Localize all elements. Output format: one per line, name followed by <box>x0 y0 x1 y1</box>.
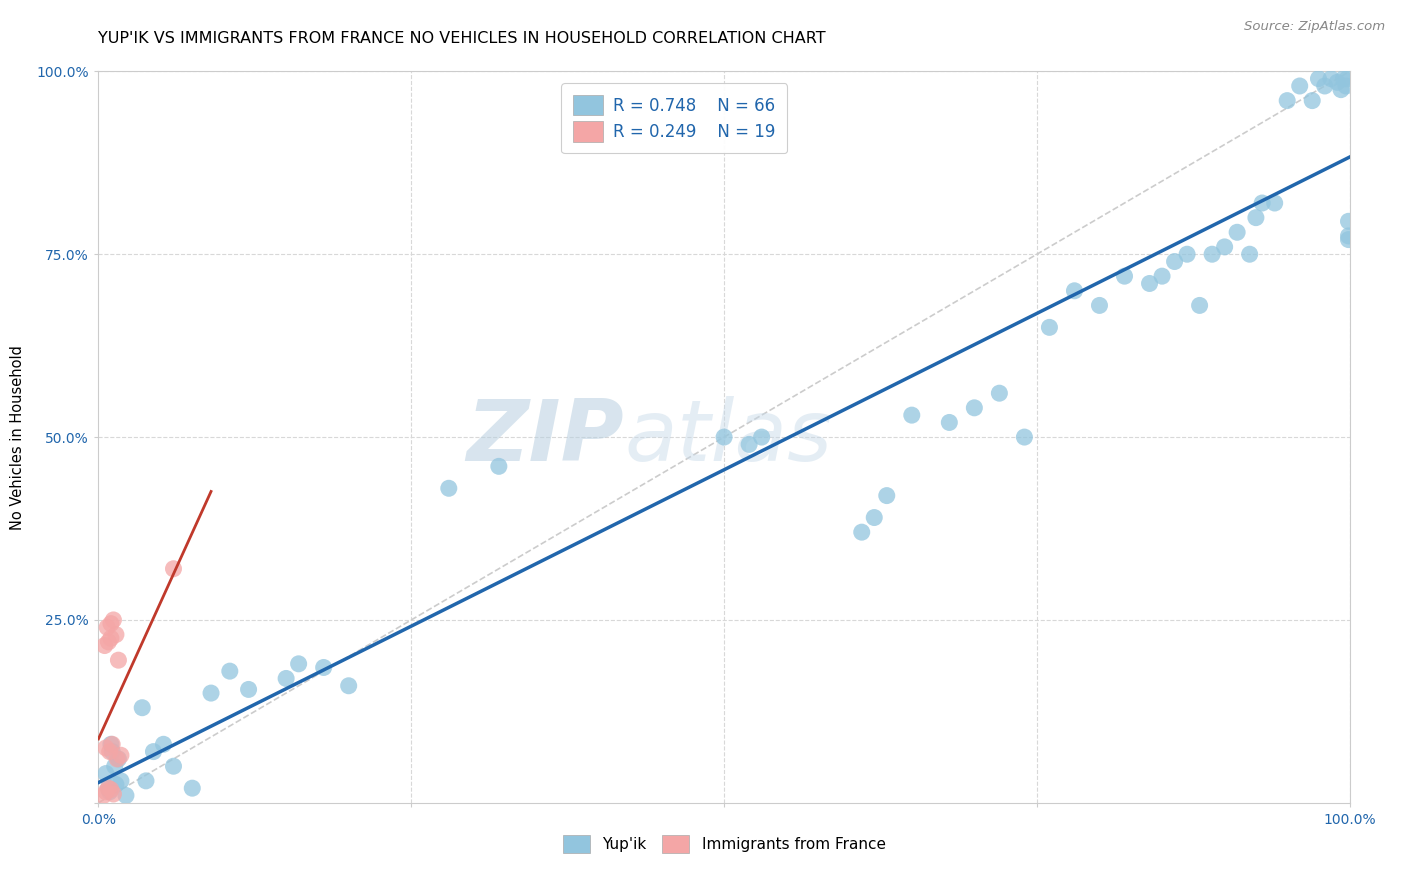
Point <box>1038 320 1060 334</box>
Point <box>1163 254 1185 268</box>
Text: atlas: atlas <box>624 395 832 479</box>
Point <box>100 632 122 646</box>
Legend: Yup'ik, Immigrants from France: Yup'ik, Immigrants from France <box>555 827 893 861</box>
Point <box>131 700 153 714</box>
Point <box>181 781 204 796</box>
Point <box>751 430 773 444</box>
Point <box>100 782 122 797</box>
Point <box>876 489 898 503</box>
Point <box>337 679 360 693</box>
Point <box>200 686 222 700</box>
Point <box>110 773 132 788</box>
Point <box>312 660 335 674</box>
Point <box>851 525 873 540</box>
Text: Source: ZipAtlas.com: Source: ZipAtlas.com <box>1244 20 1385 33</box>
Y-axis label: No Vehicles in Household: No Vehicles in Household <box>10 344 25 530</box>
Point <box>1326 75 1348 89</box>
Point <box>1264 196 1286 211</box>
Point <box>1114 269 1136 284</box>
Point <box>162 562 184 576</box>
Point <box>1239 247 1261 261</box>
Point <box>94 785 117 799</box>
Point <box>1277 94 1299 108</box>
Point <box>1014 430 1036 444</box>
Point <box>1139 277 1161 291</box>
Point <box>900 408 922 422</box>
Point <box>938 416 960 430</box>
Point <box>103 613 125 627</box>
Point <box>100 616 122 631</box>
Point <box>98 745 121 759</box>
Point <box>97 781 120 796</box>
Point <box>1244 211 1267 225</box>
Point <box>1337 233 1360 247</box>
Point <box>1288 78 1310 93</box>
Point <box>1330 83 1353 97</box>
Point <box>162 759 184 773</box>
Point <box>101 737 124 751</box>
Point <box>1150 269 1173 284</box>
Point <box>963 401 986 415</box>
Point <box>287 657 309 671</box>
Point <box>110 748 132 763</box>
Point <box>104 759 127 773</box>
Text: ZIP: ZIP <box>467 395 624 479</box>
Point <box>107 653 129 667</box>
Point <box>1313 78 1336 93</box>
Point <box>96 620 118 634</box>
Point <box>105 752 128 766</box>
Point <box>94 740 117 755</box>
Point <box>1336 71 1358 86</box>
Point <box>100 737 122 751</box>
Point <box>115 789 138 803</box>
Point <box>1308 71 1330 86</box>
Text: YUP'IK VS IMMIGRANTS FROM FRANCE NO VEHICLES IN HOUSEHOLD CORRELATION CHART: YUP'IK VS IMMIGRANTS FROM FRANCE NO VEHI… <box>98 31 827 46</box>
Point <box>238 682 260 697</box>
Point <box>1175 247 1198 261</box>
Point <box>98 785 121 799</box>
Point <box>1333 71 1355 86</box>
Point <box>93 639 115 653</box>
Point <box>1188 298 1211 312</box>
Point <box>1301 94 1323 108</box>
Point <box>97 781 120 796</box>
Point <box>863 510 886 524</box>
Point <box>103 787 125 801</box>
Point <box>1334 78 1357 93</box>
Point <box>1337 228 1360 243</box>
Point <box>104 778 127 792</box>
Point <box>1201 247 1223 261</box>
Point <box>218 664 240 678</box>
Point <box>142 745 165 759</box>
Point <box>437 481 460 495</box>
Point <box>104 627 127 641</box>
Point <box>152 737 174 751</box>
Point <box>274 672 298 686</box>
Point <box>713 430 735 444</box>
Point <box>1337 214 1360 228</box>
Point <box>1251 196 1274 211</box>
Point <box>738 437 761 451</box>
Point <box>488 459 510 474</box>
Point <box>1213 240 1236 254</box>
Point <box>1226 225 1249 239</box>
Point <box>97 635 120 649</box>
Point <box>101 745 124 759</box>
Point <box>988 386 1011 401</box>
Point <box>1063 284 1085 298</box>
Point <box>1320 71 1343 86</box>
Point <box>1088 298 1111 312</box>
Point <box>107 752 129 766</box>
Point <box>93 789 115 803</box>
Point <box>135 773 157 788</box>
Point <box>94 766 117 780</box>
